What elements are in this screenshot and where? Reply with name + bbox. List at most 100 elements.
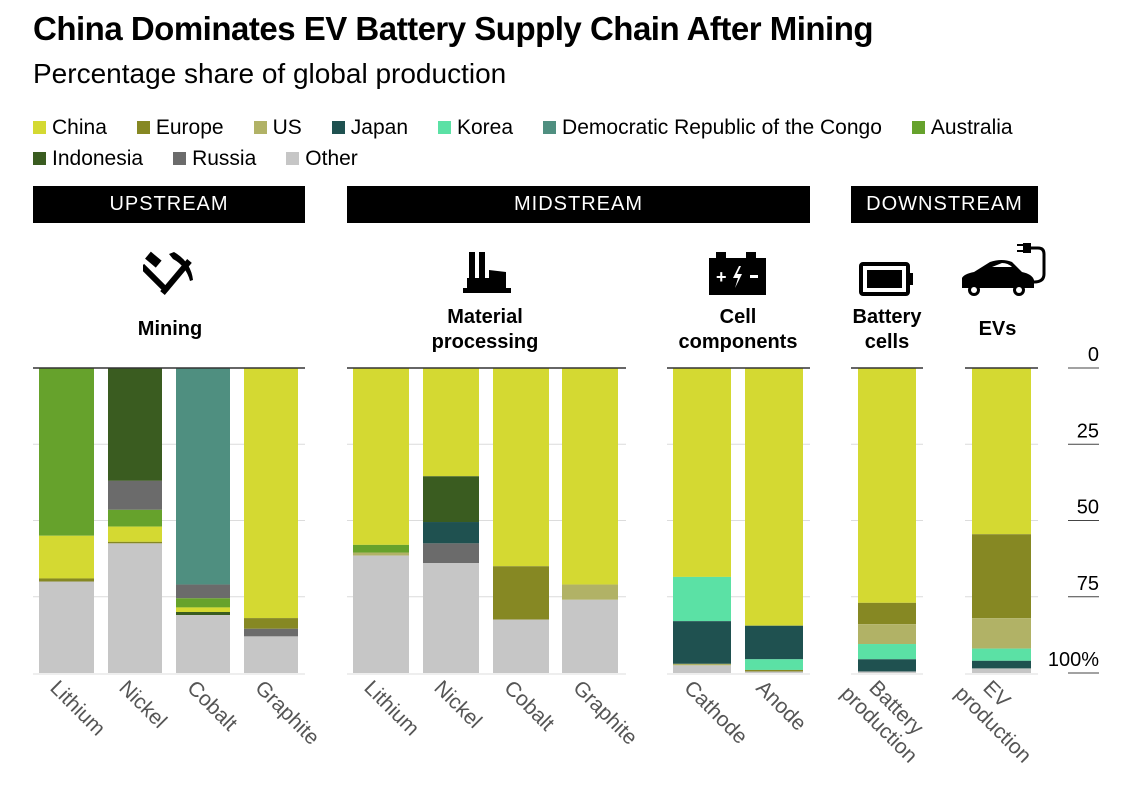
bar-segment-other [39, 581, 94, 673]
bar-segment-russia [244, 628, 298, 637]
legend-label: Europe [155, 115, 224, 139]
category-label: Batteryproduction [836, 665, 939, 768]
bar-segment-korea [673, 576, 731, 622]
y-tick-label: 50 [1077, 497, 1099, 519]
stage-midstream: MIDSTREAM [347, 186, 810, 223]
group-label-line: Mining [137, 318, 203, 340]
legend-swatch [173, 152, 187, 165]
group-label-cells: Battery cells [832, 305, 942, 355]
bar-segment-europe [244, 618, 298, 629]
bar-segment-korea [972, 648, 1031, 661]
category-label-line: Lithium [45, 676, 109, 740]
bar-segment-us [562, 584, 618, 600]
category-label-line: Nickel [114, 676, 171, 733]
bar-segment-democratic-republic-of-the-congo [176, 368, 230, 585]
category-label-line: Nickel [429, 676, 486, 733]
battery-icon [859, 262, 913, 296]
bar-segment-australia [353, 544, 409, 553]
bar-segment-us [353, 552, 409, 556]
bar-segment-other [423, 563, 479, 673]
hammer-pickaxe-icon [143, 251, 193, 296]
bar-segment-korea [858, 644, 916, 660]
bar-segment-russia [423, 543, 479, 564]
bar-segment-australia [39, 368, 94, 536]
category-label: Lithium [359, 676, 423, 740]
bar-segment-indonesia [108, 368, 162, 481]
group-label-line: EVs [978, 318, 1017, 340]
group-label-processing: Material processing [405, 305, 565, 355]
bar-segment-china [493, 368, 549, 567]
bar-segment-korea [745, 659, 803, 670]
bar-segment-china [972, 368, 1031, 535]
category-label: EVproduction [950, 665, 1053, 768]
legend-swatch [33, 152, 46, 165]
bar-segment-other [244, 636, 298, 673]
category-label: Nickel [429, 676, 486, 733]
group-label-mining: Mining [100, 317, 240, 342]
bar-segment-other [562, 599, 618, 673]
bar-segment-japan [858, 659, 916, 672]
legend-label: Australia [930, 115, 1013, 139]
legend-item: Other [286, 147, 358, 171]
bar-segment-russia [176, 584, 230, 599]
legend-label: Other [305, 146, 358, 170]
stage-upstream: UPSTREAM [33, 186, 305, 223]
category-label: Nickel [114, 676, 171, 733]
category-label-line: Cobalt [499, 676, 558, 735]
group-label-line: components [678, 331, 798, 353]
legend-item: China [33, 116, 107, 140]
legend-item: Korea [438, 116, 513, 140]
legend-label: China [52, 115, 107, 139]
group-label-line: cells [864, 331, 910, 353]
bar-segment-china [108, 526, 162, 542]
legend-label: US [272, 115, 302, 139]
legend-item: Japan [331, 115, 408, 140]
bar-segment-europe [39, 578, 94, 582]
legend-swatch [286, 152, 300, 165]
factory-icon [463, 252, 511, 293]
bar-segment-china [244, 368, 298, 619]
legend-item: Democratic Republic of the Congo [543, 116, 882, 140]
legend-label: Japan [350, 115, 408, 139]
bar-segment-japan [745, 625, 803, 660]
legend-label: Indonesia [52, 146, 144, 170]
legend-swatch [33, 121, 46, 134]
group-label-evs: EVs [955, 317, 1040, 342]
bar-segment-other [858, 671, 916, 673]
category-label-line: Cobalt [182, 676, 241, 735]
category-label: Graphite [250, 676, 323, 749]
bar-segment-japan [972, 660, 1031, 669]
bar-segment-other [493, 619, 549, 673]
legend-label: Democratic Republic of the Congo [562, 115, 882, 139]
legend-row: China Europe US Japan Korea Democratic Republ… [33, 112, 1125, 143]
bar-segment-australia [176, 598, 230, 608]
bar-segment-other [972, 668, 1031, 673]
category-label: Cobalt [182, 676, 241, 735]
category-label: Anode [751, 676, 810, 735]
bar-segment-japan [423, 522, 479, 544]
y-tick-label: 100% [1048, 649, 1099, 671]
category-label: Cobalt [499, 676, 558, 735]
stage-downstream: DOWNSTREAM [851, 186, 1038, 223]
chart-title: China Dominates EV Battery Supply Chain … [33, 10, 874, 47]
bar-segment-japan [673, 621, 731, 664]
legend-item: US [253, 115, 302, 140]
bar-segment-other [353, 555, 409, 673]
bar-segment-china [858, 368, 916, 603]
bar-segment-indonesia [176, 612, 230, 616]
bar-segment-europe [745, 669, 803, 672]
legend-swatch [911, 121, 925, 134]
legend-swatch [331, 121, 345, 134]
category-label-line: Graphite [250, 676, 323, 749]
group-label-components: Cell components [660, 305, 816, 355]
legend-row: Indonesia Russia Other [33, 143, 1125, 174]
category-label-line: Anode [751, 676, 810, 735]
bar-segment-us [972, 618, 1031, 649]
legend-swatch [136, 121, 150, 134]
bar-segment-europe [972, 534, 1031, 619]
car-battery-icon: + [709, 252, 766, 295]
bar-segment-china [176, 607, 230, 612]
svg-text:+: + [716, 267, 727, 287]
legend-label: Russia [192, 146, 257, 170]
